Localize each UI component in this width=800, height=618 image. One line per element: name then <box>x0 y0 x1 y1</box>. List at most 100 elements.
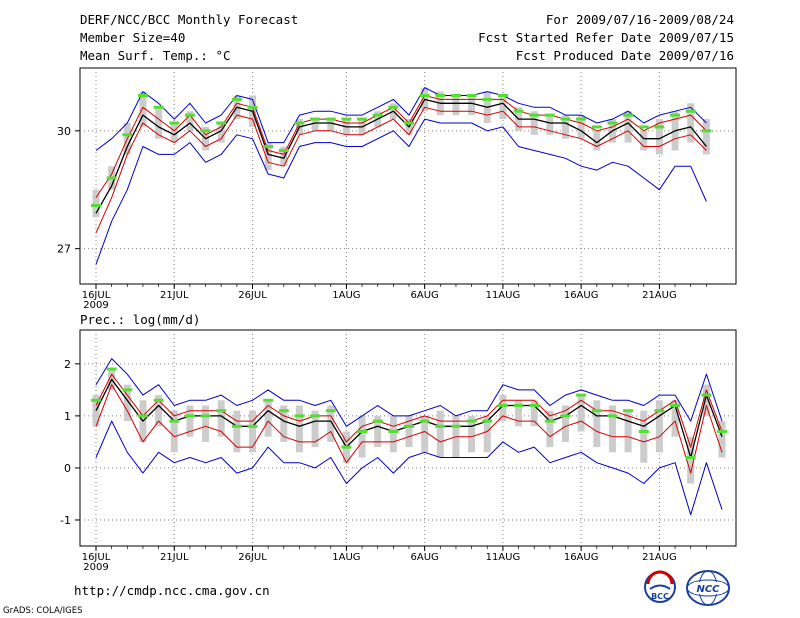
x-tick-label: 1AUG <box>332 290 360 301</box>
spread-box <box>671 400 679 437</box>
x-tick-label: 16JUL <box>82 290 111 301</box>
spread-box <box>155 107 163 139</box>
spread-box <box>311 119 319 131</box>
spread-box <box>499 95 507 120</box>
x-tick-label: 11AUG <box>486 552 521 563</box>
precipitation-panel: 16JUL 21JUL 26JUL 1AUG 6AUG 11AUG 16AUG 21AUG 20… <box>60 312 737 573</box>
spread-box <box>186 111 194 131</box>
spread-box <box>264 400 272 437</box>
x-year-label: 2009 <box>83 300 108 311</box>
spread-box <box>499 395 507 422</box>
spread-box <box>295 405 303 453</box>
spread-box <box>530 111 538 135</box>
spread-box <box>233 410 241 453</box>
min-line <box>95 118 707 265</box>
member-size: Member Size=40 <box>80 30 186 45</box>
min-line <box>95 420 723 516</box>
spread-box <box>217 400 225 437</box>
spread-box <box>468 415 476 453</box>
spread-box <box>655 400 663 453</box>
plot-frame <box>79 67 737 285</box>
spread-box <box>608 405 616 453</box>
spread-box <box>155 395 163 427</box>
forecast-produced-date: Fcst Produced Date 2009/07/16 <box>515 48 734 63</box>
spread-box <box>593 400 601 448</box>
spread-box <box>702 119 710 155</box>
x-tick-label: 11AUG <box>486 290 521 301</box>
chart-title: DERF/NCC/BCC Monthly Forecast <box>80 12 299 27</box>
y-tick-label: -1 <box>60 514 71 527</box>
spread-box <box>640 410 648 463</box>
spread-box <box>170 410 178 453</box>
spread-box <box>562 115 569 139</box>
spread-box <box>358 415 366 458</box>
spread-box <box>327 119 335 131</box>
spread-box <box>624 111 632 143</box>
max-line <box>95 358 723 427</box>
spread-box <box>718 421 726 458</box>
spread-box <box>530 400 538 427</box>
variable-label: Mean Surf. Temp.: °C <box>80 48 231 63</box>
spread-box <box>546 410 554 448</box>
spread-box <box>217 122 225 143</box>
spread-box <box>249 410 256 453</box>
spread-box <box>92 189 100 218</box>
spread-box <box>702 384 710 416</box>
spread-box <box>280 146 288 167</box>
spread-box <box>687 436 695 484</box>
x-tick-label: 21JUL <box>160 290 189 301</box>
x-tick-label: 26JUL <box>238 552 267 563</box>
spread-box <box>123 384 131 422</box>
spread-box <box>655 119 663 155</box>
x-tick-label: 21JUL <box>160 552 189 563</box>
spread-box <box>546 115 554 135</box>
temperature-panel: 16JUL 21JUL 26JUL 1AUG 6AUG 11AUG 16AUG 21AUG 20… <box>57 67 737 311</box>
spread-box <box>421 415 429 453</box>
y-tick-label: 0 <box>64 462 71 475</box>
upper-line <box>95 373 723 448</box>
spread-box <box>515 400 523 427</box>
spread-box <box>389 415 397 453</box>
lower-line <box>95 384 723 474</box>
x-tick-label: 6AUG <box>411 290 439 301</box>
spread-box <box>374 415 382 448</box>
y-tick-label: 27 <box>57 243 71 256</box>
bcc-logo-text: BCC <box>651 592 669 601</box>
spread-box <box>593 130 601 151</box>
spread-box <box>139 91 147 127</box>
spread-box <box>405 415 413 448</box>
spread-box <box>483 415 491 453</box>
spread-box <box>311 410 319 448</box>
x-tick-label: 21AUG <box>642 552 677 563</box>
x-tick-label: 16AUG <box>564 290 599 301</box>
spread-box <box>170 122 178 143</box>
mean-line <box>95 98 707 214</box>
spread-box <box>327 405 335 442</box>
x-tick-label: 21AUG <box>642 290 677 301</box>
spread-box <box>577 395 585 432</box>
x-tick-label: 6AUG <box>411 552 439 563</box>
footer-url[interactable]: http://cmdp.ncc.cma.gov.cn <box>74 583 270 598</box>
y-tick-label: 1 <box>64 410 71 423</box>
max-line <box>95 87 707 151</box>
x-year-label: 2009 <box>83 562 108 573</box>
spread-box <box>264 142 272 171</box>
plot-frame <box>79 329 737 547</box>
grads-credit: GrADS: COLA/IGES <box>3 606 83 616</box>
spread-box <box>577 115 585 139</box>
spread-box <box>468 95 476 116</box>
x-tick-label: 16AUG <box>564 552 599 563</box>
ncc-logo: NCC <box>686 570 730 606</box>
forecast-period: For 2009/07/16-2009/08/24 <box>545 12 734 27</box>
spread-box <box>186 405 194 437</box>
lower-line <box>95 106 707 234</box>
spread-box <box>452 95 460 116</box>
upper-line <box>95 95 707 198</box>
x-tick-label: 26JUL <box>238 290 267 301</box>
precip-panel-title: Prec.: log(mm/d) <box>80 312 200 327</box>
x-tick-label: 1AUG <box>332 552 360 563</box>
spread-box <box>202 405 210 442</box>
spread-box <box>640 130 648 151</box>
x-tick-label: 16JUL <box>82 552 111 563</box>
